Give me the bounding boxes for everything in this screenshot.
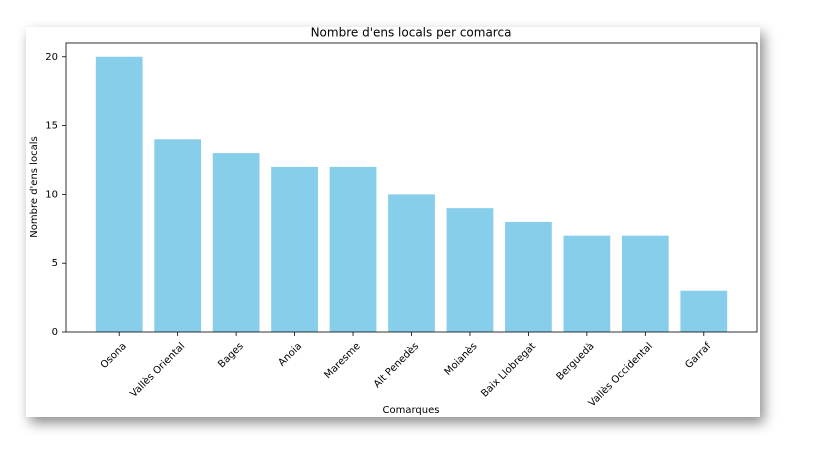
x-tick-label: Maresme — [322, 341, 362, 381]
x-tick-label: Garraf — [683, 341, 713, 371]
bar — [329, 166, 377, 332]
bar — [212, 153, 260, 332]
x-tick-label: Moianès — [442, 340, 480, 378]
bar — [271, 166, 318, 332]
bar — [154, 139, 202, 332]
bar — [680, 290, 728, 332]
y-tick-label: 10 — [45, 189, 58, 200]
plot-frame — [65, 42, 758, 333]
x-tick-label: Berguedà — [554, 340, 597, 383]
y-tick-label: 15 — [45, 121, 58, 132]
x-tick-label: Vallès Occidental — [586, 340, 655, 409]
x-tick-label: Vallès Oriental — [128, 340, 188, 400]
x-tick-label: Anoia — [277, 341, 305, 369]
y-tick-label: 5 — [52, 258, 58, 269]
bar — [563, 235, 611, 332]
chart-title: Nombre d'ens locals per comarca — [311, 26, 512, 40]
bar — [621, 235, 669, 332]
y-axis-label: Nombre d'ens locals — [29, 136, 40, 237]
x-axis-label: Comarques — [383, 405, 440, 416]
y-tick-label: 0 — [52, 327, 58, 338]
y-tick-label: 20 — [45, 52, 58, 63]
x-tick-label: Baix Llobregat — [479, 341, 538, 400]
bar — [446, 208, 494, 332]
x-tick-label: Alt Penedès — [371, 340, 421, 390]
x-tick-label: Bages — [216, 341, 245, 370]
bar — [95, 56, 143, 333]
bar — [388, 194, 435, 332]
x-tick-label: Osona — [99, 341, 129, 371]
bar — [505, 221, 552, 332]
